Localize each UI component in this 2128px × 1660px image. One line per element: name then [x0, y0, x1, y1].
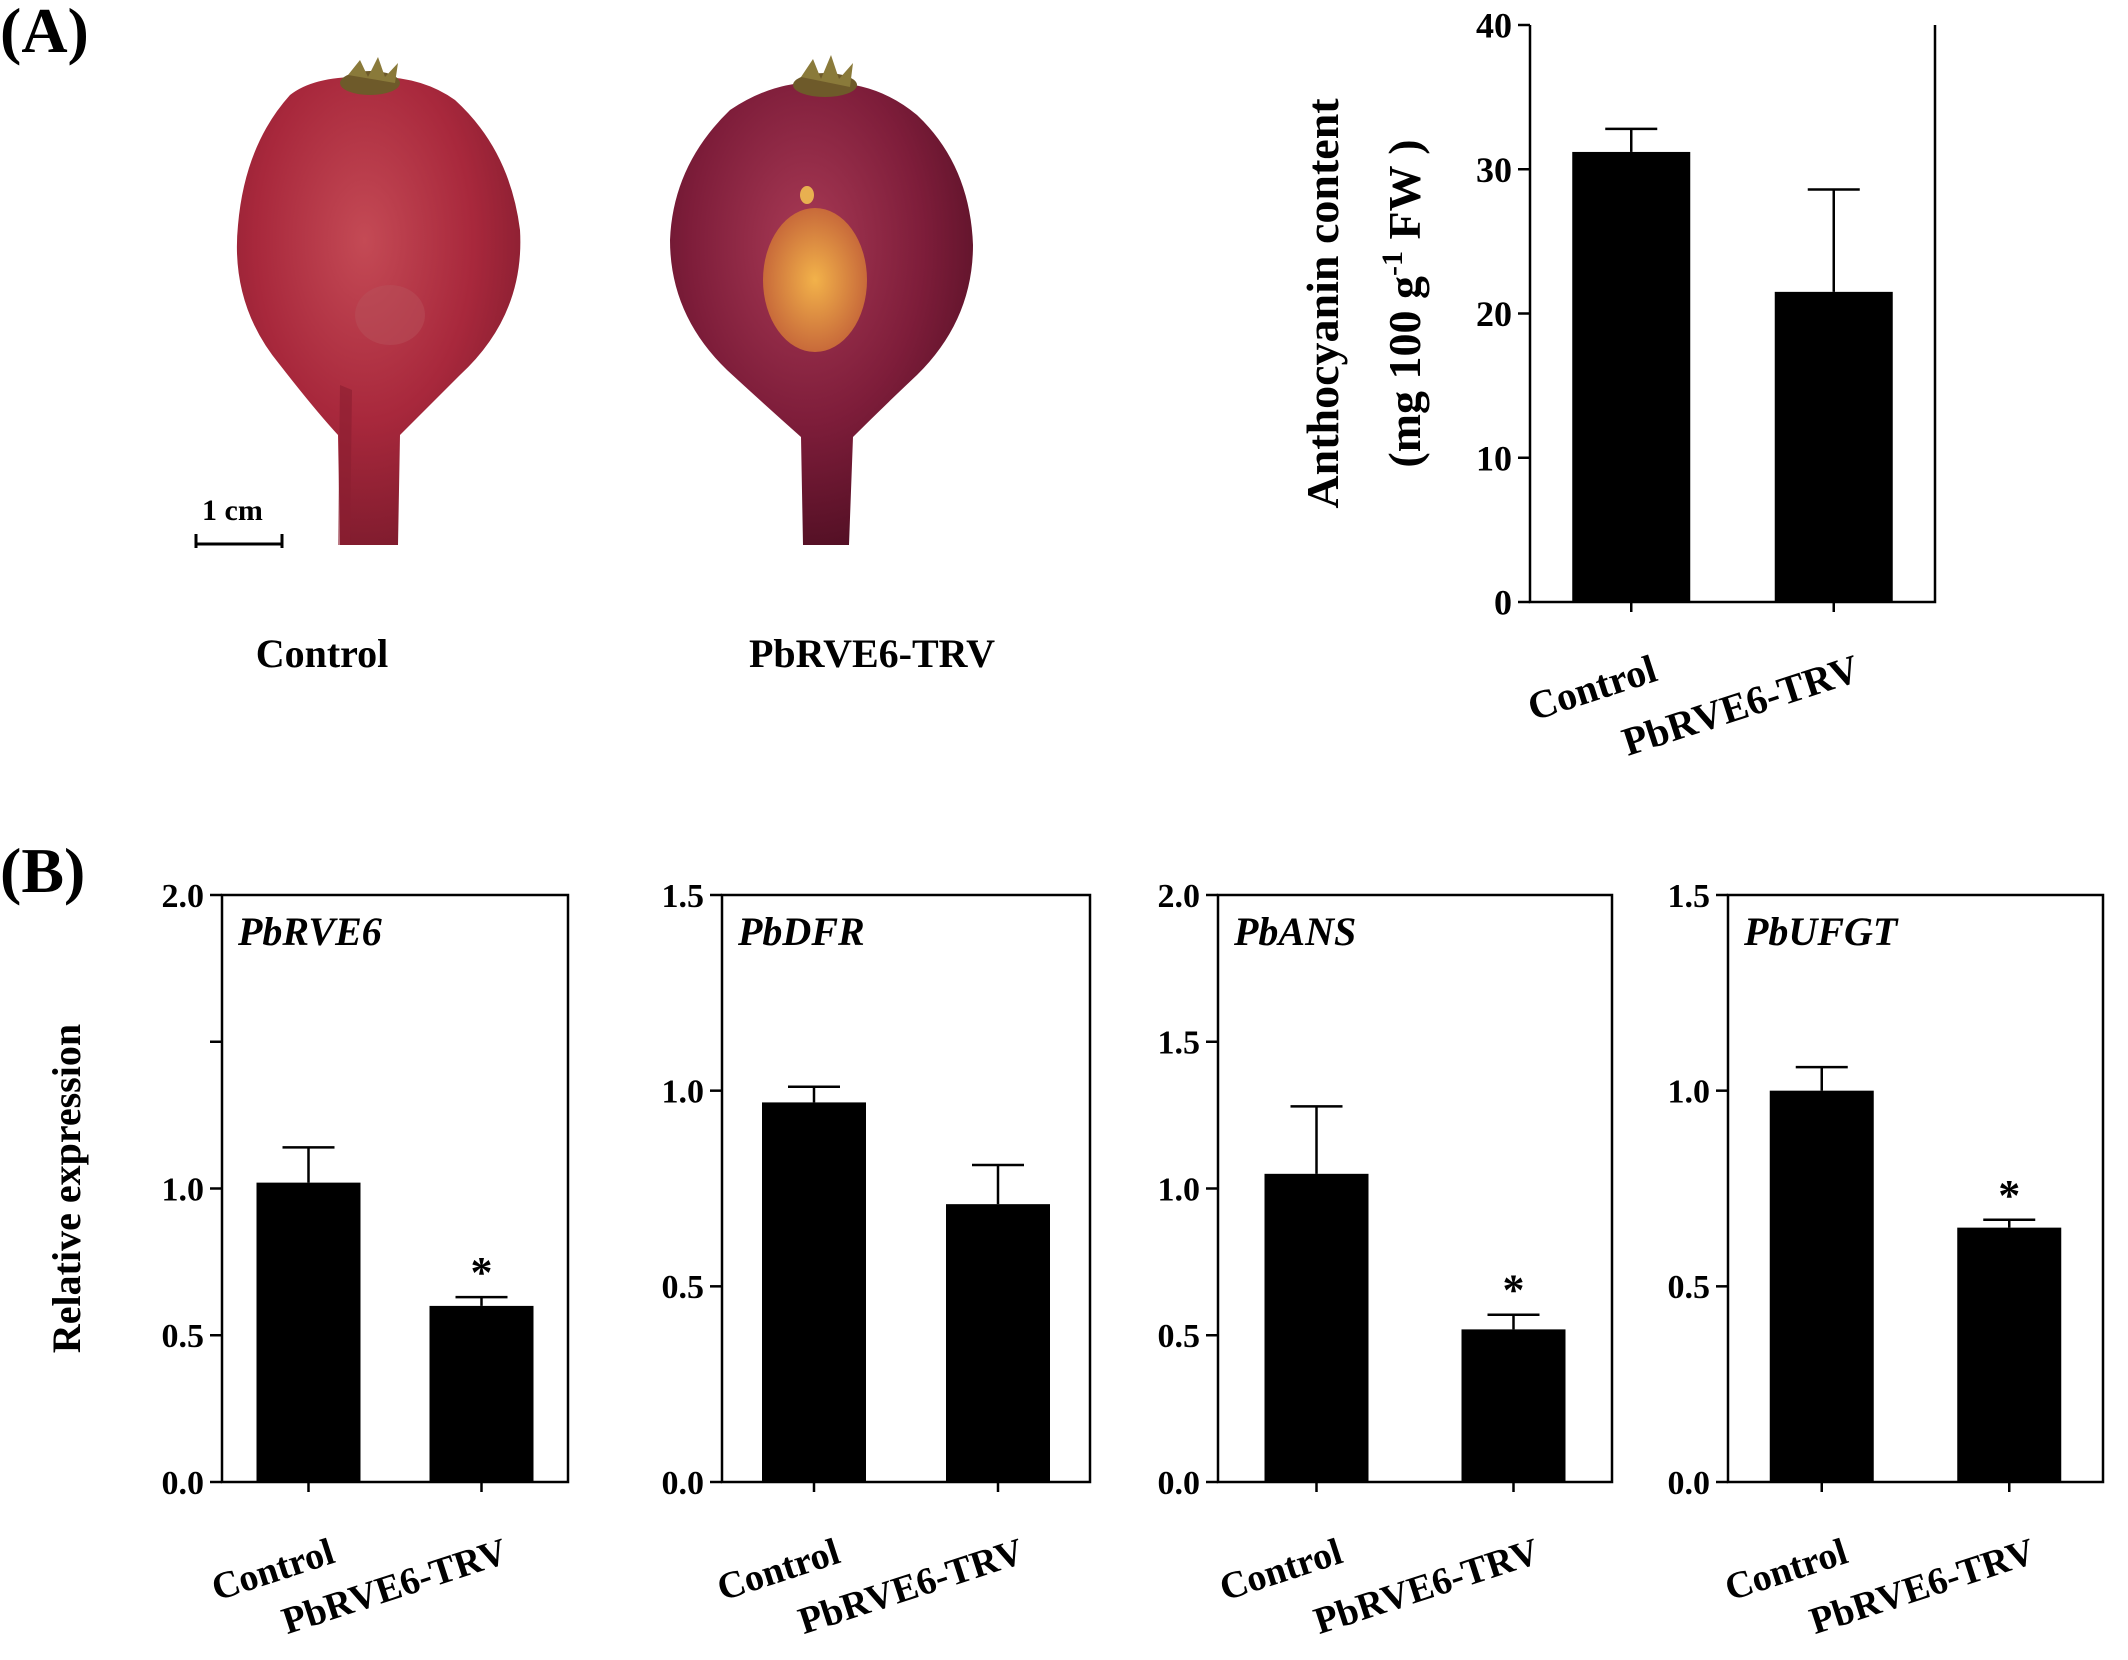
- chart-title: PbANS: [1233, 909, 1356, 954]
- control-fruit-photo: [236, 57, 521, 546]
- scale-bar-label: 1 cm: [202, 494, 263, 527]
- y-tick-label: 40: [1476, 6, 1512, 46]
- plot-frame: [1726, 893, 2105, 1484]
- pbrve6-trv-fruit-photo: [670, 55, 973, 546]
- y-tick-label: 20: [1476, 294, 1512, 334]
- bar: [1957, 1227, 2062, 1482]
- y-tick-label: 0.5: [162, 1318, 205, 1355]
- y-tick-label: 0.5: [662, 1269, 705, 1306]
- y-tick-label: 1.0: [1158, 1171, 1201, 1208]
- bar: [256, 1182, 361, 1482]
- y-tick-label: 2.0: [1158, 878, 1201, 915]
- y-axis-label-line1: Anthocyanin content: [1297, 98, 1348, 509]
- y-tick-label: 1.5: [1668, 878, 1711, 915]
- scale-bar: [194, 534, 284, 548]
- photo-caption-control: Control: [255, 631, 389, 676]
- chart-title: PbDFR: [737, 909, 865, 954]
- y-axis-label-line2: (mg 100 g-1 FW ): [1376, 139, 1430, 467]
- y-tick-label: 10: [1476, 438, 1512, 478]
- y-tick-label: 1.0: [1668, 1074, 1711, 1111]
- y-tick-label: 0.0: [662, 1465, 705, 1502]
- bar: [1461, 1329, 1566, 1482]
- chart-title: PbUFGT: [1743, 909, 1899, 954]
- y-tick-label: 0.5: [1158, 1318, 1201, 1355]
- y-tick-label: 1.0: [662, 1074, 705, 1111]
- y-axis-label: Relative expression: [44, 1024, 89, 1353]
- y-tick-label: 1.5: [662, 878, 705, 915]
- photo-caption-pbrve6-trv: PbRVE6-TRV: [748, 631, 996, 676]
- plot-frame: [720, 893, 1092, 1484]
- y-tick-label: 1.0: [162, 1171, 205, 1208]
- y-tick-label: 0.0: [1158, 1465, 1201, 1502]
- chart-title: PbRVE6: [237, 909, 382, 954]
- significance-marker: *: [1998, 1171, 2020, 1220]
- x-category-label: PbRVE6-TRV: [1309, 1530, 1545, 1642]
- bar: [762, 1102, 866, 1482]
- panel-a-label: (A): [0, 0, 89, 66]
- y-tick-label: 0.0: [1668, 1465, 1711, 1502]
- bar: [1264, 1173, 1369, 1482]
- panel-b-label: (B): [0, 835, 86, 906]
- significance-marker: *: [471, 1248, 493, 1297]
- y-tick-label: 0.5: [1668, 1269, 1711, 1306]
- bar: [429, 1305, 534, 1482]
- chart-PbRVE6: 0.00.51.02.0Control*PbRVE6-TRVPbRVE6Rela…: [44, 878, 570, 1643]
- bar: [946, 1204, 1050, 1482]
- significance-marker: *: [1503, 1266, 1525, 1315]
- bar: [1572, 151, 1691, 602]
- y-tick-label: 0: [1494, 583, 1512, 623]
- bar: [1769, 1090, 1874, 1482]
- bar: [1774, 291, 1893, 602]
- y-tick-label: 30: [1476, 150, 1512, 190]
- y-tick-label: 2.0: [162, 878, 205, 915]
- y-tick-label: 1.5: [1158, 1025, 1201, 1062]
- y-tick-label: 0.0: [162, 1465, 205, 1502]
